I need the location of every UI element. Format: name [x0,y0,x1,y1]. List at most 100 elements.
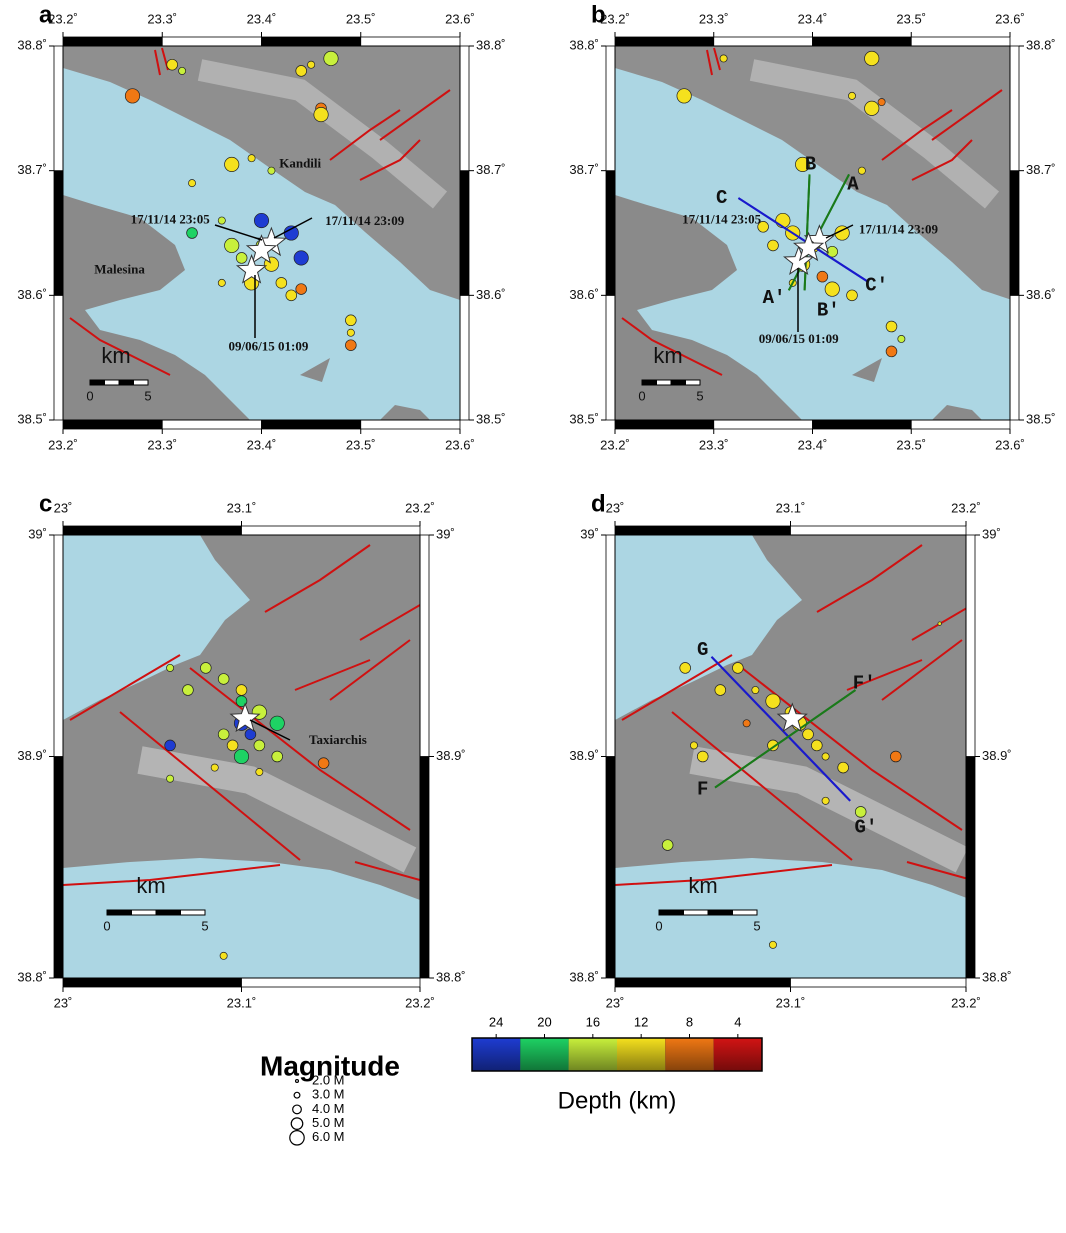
epicenter [890,751,901,762]
frame-segment [606,171,615,296]
frame-segment [606,757,615,979]
colorbar-tick-label: 20 [537,1014,551,1029]
frame-segment [714,37,813,46]
epicenter [715,685,726,696]
colorbar-tick-label: 12 [634,1014,648,1029]
y-tick-label: 38.6˚ [1026,287,1056,302]
x-tick-label: 23.4˚ [798,437,828,452]
y-tick-label: 38.8˚ [436,969,466,984]
scale-bar [132,910,157,915]
frame-segment [791,526,967,535]
colorbar-tick-label: 4 [734,1014,741,1029]
scale-bar [657,380,672,385]
colorbar-tick-label: 16 [586,1014,600,1029]
scale-bar [119,380,134,385]
frame-segment [420,757,429,979]
x-tick-label: 23.2˚ [405,500,435,515]
map-label: Malesina [94,261,145,276]
legend-circle [296,1080,299,1083]
y-tick-label: 38.8˚ [17,969,47,984]
epicenter [187,228,198,239]
scale-label: 5 [753,918,760,933]
scale-bar [642,380,657,385]
scale-unit: km [136,873,165,898]
frame-segment [1010,295,1019,420]
x-tick-label: 23˚ [54,500,73,515]
epicenter [125,89,139,103]
frame-segment [615,420,714,429]
map-panel: bAA′BB′CC′17/11/14 23:0517/11/14 23:0909… [569,1,1055,452]
section-label: C [716,187,727,209]
y-tick-label: 38.7˚ [1026,162,1056,177]
epicenter [865,101,879,115]
colorbar-title: Depth (km) [558,1087,677,1114]
epicenter [732,663,743,674]
epicenter [294,251,308,265]
epicenter [743,720,750,727]
epicenter [220,952,227,959]
epicenter [248,155,255,162]
map-label: 17/11/14 23:09 [325,213,405,228]
map-label: Kandili [279,155,321,170]
epicenter [218,729,229,740]
frame-segment [813,37,912,46]
frame-segment [1010,171,1019,296]
epicenter [296,284,307,295]
legend-circle [293,1105,302,1114]
x-tick-label: 23.1˚ [776,500,806,515]
legend-label: 5.0 M [312,1115,345,1130]
frame-segment [63,526,242,535]
scale-label: 0 [86,388,93,403]
map-area: GG′FF′km05 [615,535,972,978]
scale-label: 5 [144,388,151,403]
y-tick-label: 38.6˚ [17,287,47,302]
epicenter [878,99,885,106]
y-tick-label: 38.7˚ [569,162,599,177]
y-tick-label: 39˚ [580,526,599,541]
y-tick-label: 38.8˚ [476,37,506,52]
legend-circle [294,1092,300,1098]
scale-unit: km [688,873,717,898]
y-tick-label: 38.7˚ [476,162,506,177]
epicenter [179,67,186,74]
y-tick-label: 38.5˚ [569,411,599,426]
map-label: 09/06/15 01:09 [759,331,839,346]
frame-segment [966,757,975,979]
x-tick-label: 23.2˚ [600,437,630,452]
panel-letter: c [39,490,52,517]
section-label: A′ [763,287,786,309]
epicenter [838,762,849,773]
x-tick-label: 23˚ [606,995,625,1010]
section-label: A [847,173,859,195]
section-label: G′ [855,816,878,838]
epicenter [766,694,780,708]
colorbar-swatch [617,1038,665,1071]
legend-label: 3.0 M [312,1087,345,1102]
x-tick-label: 23.1˚ [776,995,806,1010]
frame-segment [54,535,63,757]
y-tick-label: 39˚ [436,526,455,541]
x-tick-label: 23˚ [54,995,73,1010]
epicenter [662,840,673,851]
frame-segment [714,420,813,429]
epicenter [811,740,822,751]
scale-unit: km [101,343,130,368]
colorbar-tick-label: 8 [686,1014,693,1029]
epicenter [886,321,897,332]
scale-label: 0 [638,388,645,403]
frame-segment [615,978,791,987]
y-tick-label: 38.9˚ [17,748,47,763]
frame-segment [162,420,261,429]
epicenter [822,797,829,804]
epicenter [720,55,727,62]
y-tick-label: 38.8˚ [569,969,599,984]
epicenter [256,768,263,775]
frame-segment [615,37,714,46]
epicenter [276,277,287,288]
x-tick-label: 23.4˚ [247,437,277,452]
epicenter [776,213,790,227]
section-label: F [697,779,708,801]
